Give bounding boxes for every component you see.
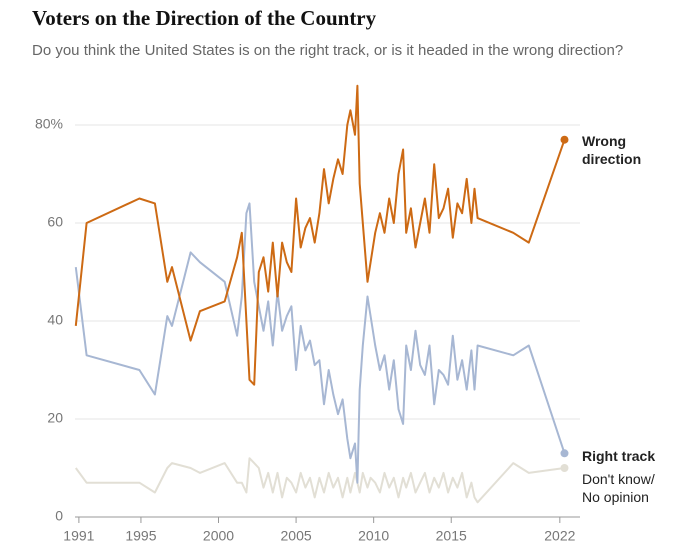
line-series [74,202,566,484]
y-tick-label: 80% [35,116,63,132]
x-tick-label: 2005 [281,528,312,544]
x-tick-label: 1995 [125,528,156,544]
y-tick-label: 0 [55,508,63,524]
end-dot [560,449,569,458]
y-tick-label: 20 [47,410,63,426]
line-series [74,84,566,386]
end-dot [560,464,569,472]
line-series [74,457,565,504]
x-tick-label: 2000 [203,528,234,544]
series-label: Don't know/ No opinion [582,471,655,505]
x-tick-label: 2015 [436,528,467,544]
y-tick-label: 60 [47,214,63,230]
end-dot [560,135,569,144]
series-label: Wrong direction [582,132,642,167]
x-tick-label: 2022 [544,528,575,544]
y-tick-label: 40 [47,312,63,328]
chart-subtitle: Do you think the United States is on the… [32,42,624,59]
x-tick-label: 2010 [358,528,389,544]
series-label: Right track [582,448,656,465]
x-tick-label: 1991 [63,528,94,544]
chart-title: Voters on the Direction of the Country [32,6,377,30]
